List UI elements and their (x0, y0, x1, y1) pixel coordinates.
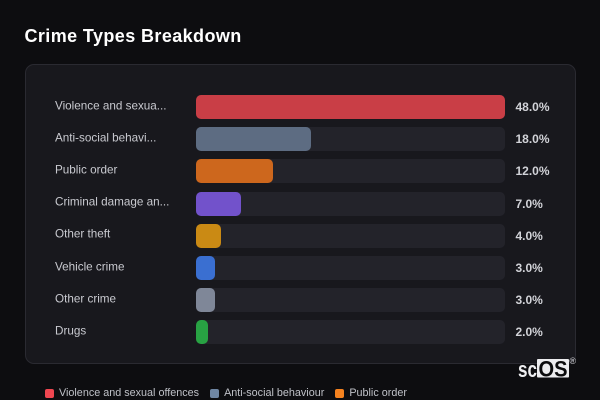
svg-text:®: ® (570, 356, 577, 366)
svg-text:sc: sc (518, 357, 537, 382)
svg-text:OS: OS (539, 357, 568, 382)
